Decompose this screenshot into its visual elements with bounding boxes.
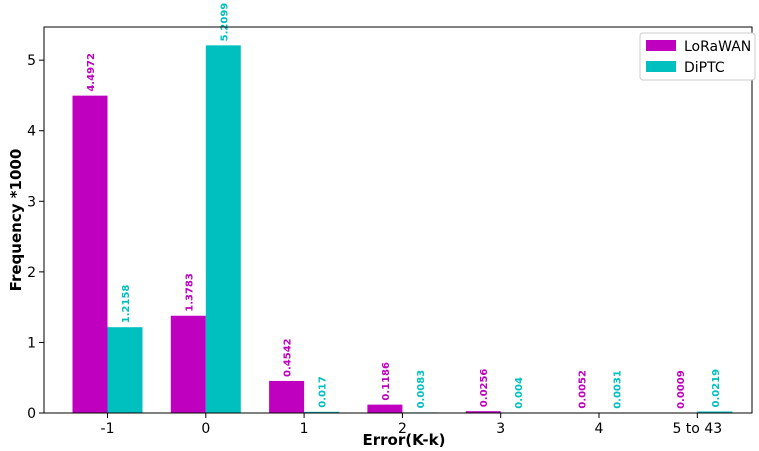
data-label-lorawan-5: 0.0052 bbox=[578, 370, 589, 409]
bar-lorawan-0 bbox=[72, 95, 108, 414]
data-label-lorawan-1: 1.3783 bbox=[184, 273, 195, 312]
bar-diptc-2 bbox=[304, 411, 340, 413]
x-tick-label: 1 bbox=[300, 421, 309, 437]
y-tick-label: 1 bbox=[27, 335, 36, 351]
data-label-diptc-5: 0.0031 bbox=[613, 370, 624, 409]
data-label-lorawan-3: 0.1186 bbox=[381, 362, 392, 401]
legend-label-diptc: DiPTC bbox=[684, 60, 725, 76]
legend: LoRaWAN DiPTC bbox=[639, 32, 756, 81]
y-tick-label: 4 bbox=[27, 124, 36, 140]
data-label-diptc-6: 0.0219 bbox=[711, 369, 722, 408]
x-axis-title: Error(K-k) bbox=[363, 431, 446, 449]
data-label-diptc-3: 0.0083 bbox=[416, 370, 427, 409]
x-axis: -1 0 1 2 3 4 5 to 43 bbox=[101, 413, 722, 437]
bar-lorawan-3 bbox=[367, 404, 403, 413]
bar-lorawan-2 bbox=[269, 380, 305, 413]
data-label-diptc-2: 0.017 bbox=[318, 376, 329, 408]
x-tick-label: 4 bbox=[595, 421, 604, 437]
bars-layer bbox=[72, 45, 733, 414]
data-label-diptc-0: 1.2158 bbox=[121, 285, 132, 324]
data-label-diptc-1: 5.2099 bbox=[219, 3, 230, 42]
plot-frame bbox=[43, 26, 753, 414]
x-tick-label: 2 bbox=[398, 421, 407, 437]
data-label-lorawan-2: 0.4542 bbox=[283, 338, 294, 377]
data-label-diptc-4: 0.004 bbox=[514, 377, 525, 409]
data-label-lorawan-0: 4.4972 bbox=[86, 53, 97, 92]
x-tick-label: 5 to 43 bbox=[672, 421, 722, 437]
x-tick-label: -1 bbox=[101, 421, 115, 437]
y-axis-title: Frequency *1000 bbox=[7, 149, 25, 292]
bar-lorawan-1 bbox=[170, 315, 206, 413]
data-label-lorawan-6: 0.0009 bbox=[676, 370, 687, 409]
y-tick-label: 3 bbox=[27, 194, 36, 210]
bar-diptc-0 bbox=[107, 327, 143, 413]
x-tick-label: 0 bbox=[201, 421, 210, 437]
legend-swatch-diptc bbox=[646, 61, 676, 72]
data-labels-layer: 4.4972 1.2158 1.3783 5.2099 0.4542 0.017 0.118… bbox=[86, 3, 722, 409]
x-tick-label: 3 bbox=[496, 421, 505, 437]
y-axis: 0 1 2 3 4 5 bbox=[27, 53, 44, 422]
y-tick-label: 0 bbox=[27, 406, 36, 422]
bar-diptc-6 bbox=[697, 411, 733, 413]
y-tick-label: 5 bbox=[27, 53, 36, 69]
legend-label-lorawan: LoRaWAN bbox=[684, 39, 751, 55]
data-label-lorawan-4: 0.0256 bbox=[479, 369, 490, 408]
bar-diptc-1 bbox=[205, 45, 241, 414]
legend-swatch-lorawan bbox=[646, 40, 676, 51]
bar-lorawan-4 bbox=[465, 411, 501, 413]
y-tick-label: 2 bbox=[27, 265, 36, 281]
